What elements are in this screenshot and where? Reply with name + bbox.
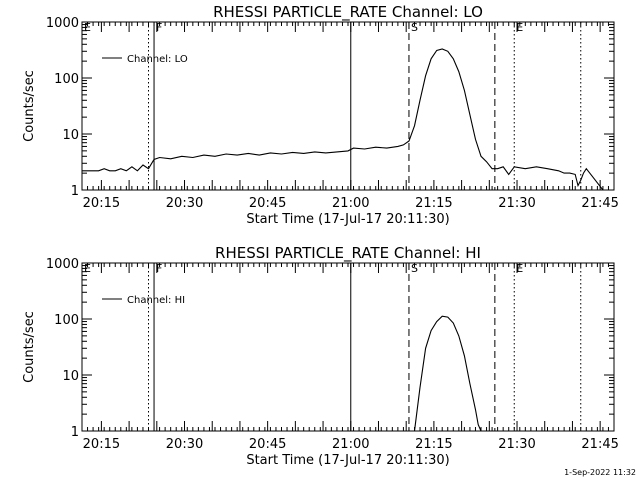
y-tick-label: 1 [71, 184, 79, 199]
x-axis-label: Start Time (17-Jul-17 20:11:30) [246, 212, 449, 227]
event-marker-label: S [411, 262, 418, 275]
x-tick-label: 21:45 [581, 437, 618, 452]
x-tick-label: 21:30 [498, 196, 535, 211]
x-tick-label: 21:45 [581, 196, 618, 211]
x-tick-label: 21:00 [332, 437, 369, 452]
y-tick-label: 100 [54, 313, 79, 328]
x-axis-label: Start Time (17-Jul-17 20:11:30) [246, 453, 449, 468]
y-tick-label: 1000 [46, 257, 79, 272]
event-marker-label: E [516, 262, 523, 275]
event-marker-label: E [84, 262, 91, 275]
chart-panel-1 [81, 262, 615, 432]
event-marker-label: E [516, 21, 523, 34]
legend-label: Channel: LO [127, 54, 188, 65]
chart-title: RHESSI PARTICLE_RATE Channel: LO [213, 3, 483, 22]
legend-label: Channel: HI [127, 295, 185, 306]
y-tick-label: 1 [71, 425, 79, 440]
event-marker-label: F [156, 21, 162, 34]
x-tick-label: 21:15 [415, 196, 452, 211]
event-marker-label: S [411, 21, 418, 34]
chart-title: RHESSI PARTICLE_RATE Channel: HI [215, 244, 481, 263]
x-tick-label: 20:30 [166, 196, 203, 211]
x-tick-label: 20:45 [249, 437, 286, 452]
data-series-line [82, 48, 614, 191]
plot-frame [81, 21, 615, 191]
y-tick-label: 10 [62, 369, 79, 384]
data-series-line [413, 315, 482, 432]
x-tick-label: 20:15 [83, 196, 120, 211]
plot-frame [81, 262, 615, 432]
x-tick-label: 21:00 [332, 196, 369, 211]
x-tick-label: 20:45 [249, 196, 286, 211]
chart-panel-0 [81, 21, 615, 191]
footer-timestamp: 1-Sep-2022 11:32 [564, 468, 636, 477]
x-tick-label: 21:15 [415, 437, 452, 452]
event-marker-label: F [156, 262, 162, 275]
x-tick-label: 20:15 [83, 437, 120, 452]
y-tick-label: 1000 [46, 16, 79, 31]
y-axis-label: Counts/sec [22, 311, 37, 383]
x-tick-label: 21:30 [498, 437, 535, 452]
y-axis-label: Counts/sec [22, 70, 37, 142]
event-marker-label: E [84, 21, 91, 34]
x-tick-label: 20:30 [166, 437, 203, 452]
y-tick-label: 10 [62, 128, 79, 143]
y-tick-label: 100 [54, 72, 79, 87]
